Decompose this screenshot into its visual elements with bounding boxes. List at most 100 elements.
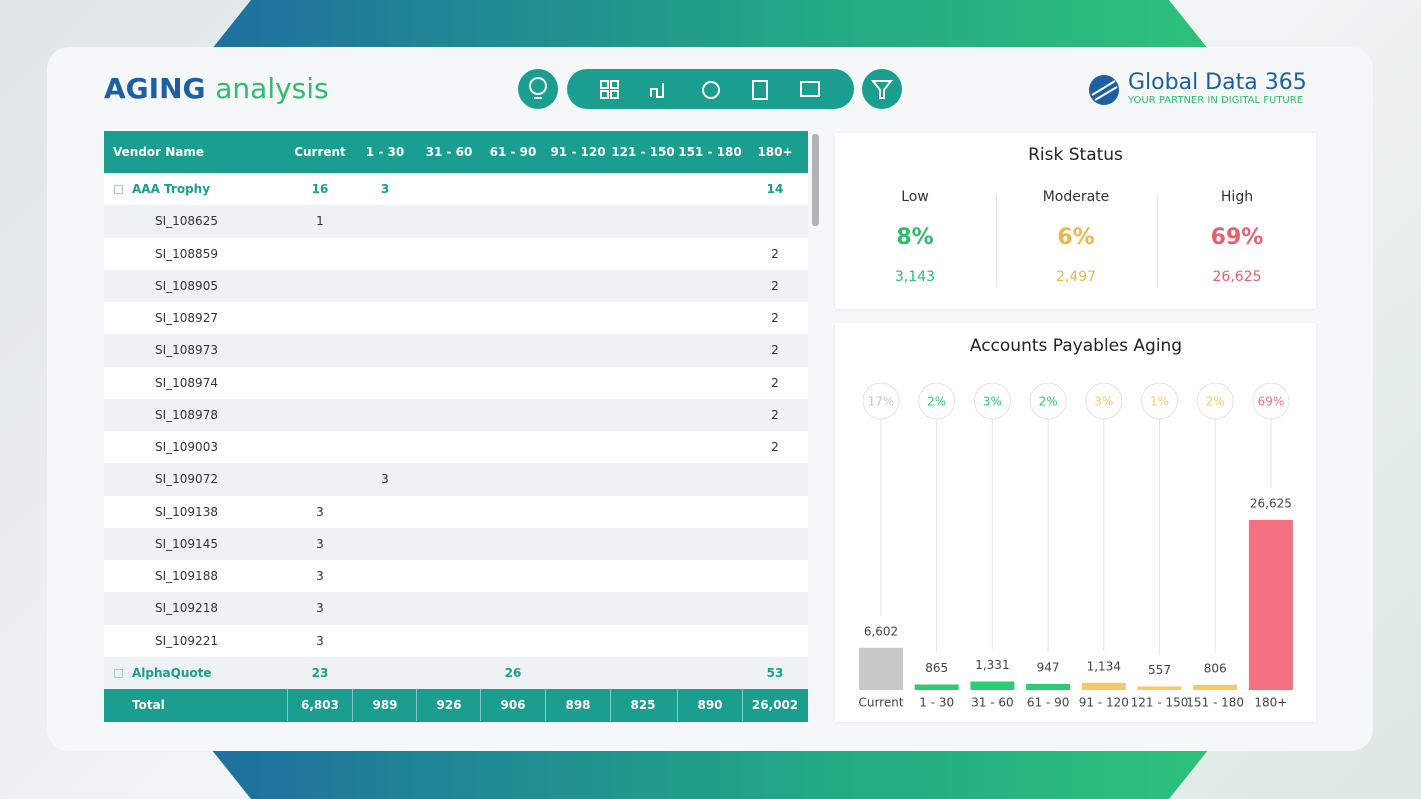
logo-icon [1089,75,1119,105]
table-cell: 3 [316,633,324,648]
item-name: SI_108625 [155,214,218,229]
item-row [104,334,808,367]
item-row [104,366,808,399]
risk-label: Low [901,189,929,205]
table-cell: 53 [766,665,784,680]
share-label: 3% [983,395,1002,409]
cell-divider [416,689,417,721]
nav-bar [567,69,854,109]
item-name: SI_109138 [155,504,218,519]
cell-divider [287,689,288,721]
share-label: 3% [1094,395,1113,409]
cell-divider [352,689,353,721]
table-cell: 16 [311,182,329,196]
title-bold: AGING [104,72,206,105]
share-label: 17% [868,395,895,409]
value-label: 806 [1204,661,1227,675]
value-label: 865 [925,661,948,675]
item-name: SI_109218 [155,601,218,616]
table-cell: 3 [316,601,324,616]
total-cell: 26,002 [751,698,799,712]
share-badge [973,382,1011,420]
value-label: 1,134 [1087,659,1121,673]
item-name: SI_109003 [155,440,218,454]
chart-title: Accounts Payables Aging [970,336,1182,356]
risk-divider [996,195,997,287]
bar [970,681,1015,690]
total-row [104,689,808,722]
risk-label: High [1220,189,1254,205]
share-badge [862,382,900,420]
item-name: SI_108859 [155,246,218,261]
item-name: SI_109072 [155,472,218,487]
tagline: YOUR PARTNER IN DIGITAL FUTURE [1128,95,1304,106]
share-badge [1029,382,1067,420]
item-row [104,463,808,496]
x-tick-label: Current [858,696,903,710]
bar [1026,683,1071,690]
total-cell: 6,803 [301,698,339,712]
table-cell: 3 [316,536,324,551]
table-cell: 2 [771,278,779,293]
x-tick-label: 61 - 90 [1027,696,1070,710]
item-name: SI_109188 [155,569,218,583]
value-label: 557 [1148,663,1171,677]
share-label: 2% [1039,395,1058,409]
x-tick-label: 151 - 180 [1186,696,1244,710]
table-cell: 3 [381,472,389,487]
item-row [104,269,808,302]
item-name: SI_109145 [155,536,218,551]
share-label: 1% [1150,395,1169,409]
share-badge [1196,382,1234,420]
table-cell: 2 [771,440,779,454]
risk-title: Risk Status [1028,145,1123,165]
table-cell: 2 [771,311,779,325]
insight-button[interactable] [518,69,558,109]
total-cell: 898 [565,698,591,712]
group-row [104,173,808,206]
item-name: SI_108973 [155,343,218,358]
cell-divider [480,689,481,721]
title-light: analysis [215,72,329,105]
item-row [104,431,808,464]
table-cell: 23 [311,665,329,680]
share-label: 2% [1206,395,1225,409]
item-row [104,205,808,238]
item-row [104,398,808,431]
risk-count: 3,143 [894,269,936,285]
item-row [104,527,808,560]
cell-divider [545,689,546,721]
logo-text: Global Data 365 [1128,70,1307,95]
table-cell: 1 [316,214,324,229]
column-header: 151 - 180 [678,145,742,159]
total-cell: 906 [500,698,526,712]
value-label: 947 [1037,660,1060,674]
x-tick-label: 91 - 120 [1079,696,1129,710]
risk-label: Moderate [1042,189,1110,205]
scrollbar[interactable] [812,134,819,226]
column-header: 91 - 120 [550,145,606,159]
column-header: 31 - 60 [425,145,473,159]
bar [1137,686,1182,690]
expand-icon [114,185,123,194]
filter-button[interactable] [862,69,902,109]
table-cell: 3 [380,182,390,196]
column-header: Current [294,145,346,159]
cell-divider [610,689,611,721]
total-cell: 825 [630,698,656,712]
column-header: Vendor Name [113,145,205,159]
value-label: 6,602 [864,624,898,638]
table-cell: 26 [504,665,522,680]
cell-divider [742,689,743,721]
column-header: 180+ [757,145,793,159]
column-header: 121 - 150 [611,145,675,159]
item-name: SI_108927 [155,311,218,325]
expand-icon [114,668,123,678]
item-name: SI_109221 [155,633,218,648]
column-header: 1 - 30 [365,145,405,159]
title: AGING analysis [104,72,329,105]
item-name: SI_108905 [155,278,218,293]
bar [1248,520,1293,690]
table-cell: 3 [316,504,324,519]
total-cell: 926 [436,698,462,712]
